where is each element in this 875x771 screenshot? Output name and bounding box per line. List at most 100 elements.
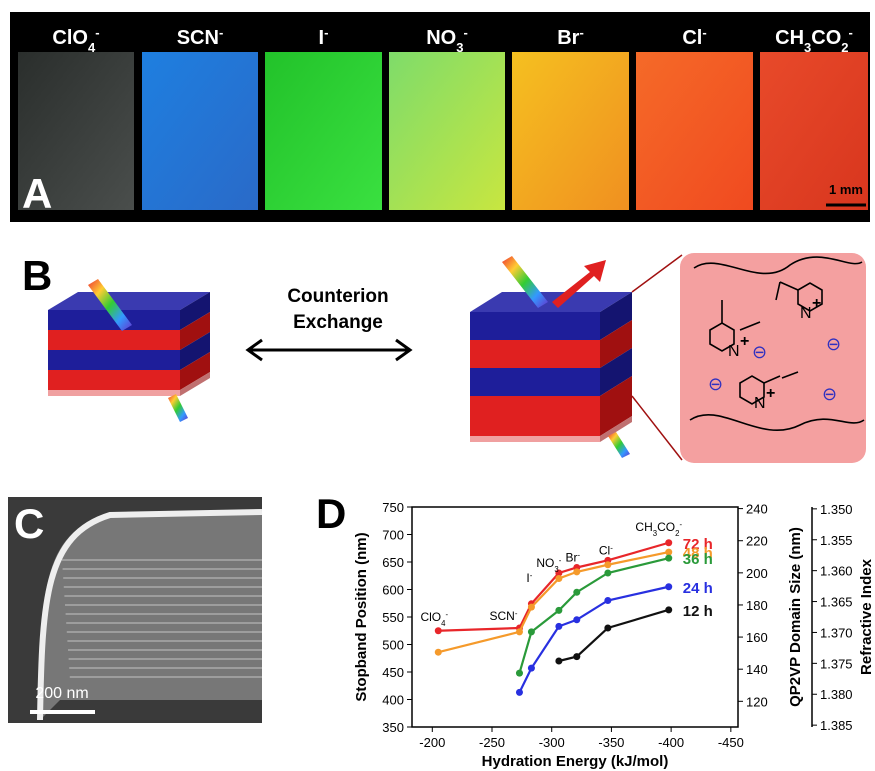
- x-tick-label: -400: [658, 735, 684, 750]
- double-arrow: [248, 340, 410, 360]
- data-point: [435, 649, 442, 656]
- multilayer-stack-large: [470, 255, 682, 460]
- ion-label-part: Br: [565, 551, 577, 565]
- ion-label-part: -: [515, 609, 518, 618]
- ion-label-part: -: [577, 550, 580, 559]
- ion-label-part: Cl: [682, 27, 702, 49]
- ion-label: CH3CO2-: [635, 519, 682, 537]
- counterion-charge: ⊖: [752, 342, 767, 362]
- y3-tick-label: 1.350: [820, 502, 853, 517]
- ion-label-part: -: [324, 25, 328, 40]
- data-point: [555, 607, 562, 614]
- y-tick-label: 750: [382, 500, 404, 515]
- panel-label: A: [22, 170, 52, 217]
- y2-tick-label: 120: [746, 694, 768, 709]
- ion-label-part: 4: [441, 618, 446, 627]
- series-label: 12 h: [683, 603, 713, 620]
- x-tick-label: -250: [479, 735, 505, 750]
- exchange-label: Exchange: [293, 312, 383, 333]
- data-point: [665, 549, 672, 556]
- film-swatch: [389, 52, 505, 210]
- charge-label: +: [740, 333, 749, 350]
- ion-label: Cl-: [599, 543, 613, 558]
- ion-label: ClO4-: [420, 609, 448, 627]
- ion-label-part: -: [610, 543, 613, 552]
- y-axis-title: Stopband Position (nm): [353, 532, 370, 701]
- multilayer-stack-small: [48, 279, 210, 422]
- ion-label-part: -: [445, 609, 448, 618]
- ion-label: NO3-: [536, 556, 561, 574]
- y2-tick-label: 140: [746, 662, 768, 677]
- atom-label: N: [800, 305, 812, 322]
- y-tick-label: 650: [382, 555, 404, 570]
- y-tick-label: 450: [382, 665, 404, 680]
- ion-label-part: CO: [811, 27, 841, 49]
- ion-label-part: 4: [88, 40, 96, 55]
- data-point: [573, 653, 580, 660]
- data-point: [435, 627, 442, 634]
- ion-label-part: CO: [657, 520, 675, 534]
- ion-label-part: 2: [841, 40, 848, 55]
- ion-label-part: SCN: [177, 27, 219, 49]
- data-point: [604, 561, 611, 568]
- y2-tick-label: 200: [746, 566, 768, 581]
- data-point: [604, 570, 611, 577]
- data-point: [555, 658, 562, 665]
- ion-label: SCN-: [177, 25, 224, 50]
- ion-label-part: ClO: [52, 27, 88, 49]
- x-tick-label: -300: [539, 735, 565, 750]
- ion-label-part: Cl: [599, 543, 610, 557]
- counterion-charge: ⊖: [822, 384, 837, 404]
- data-point: [665, 539, 672, 546]
- ion-label: Br-: [565, 550, 580, 565]
- ion-label-part: -: [530, 570, 533, 579]
- ion-label-part: -: [95, 25, 99, 40]
- y2-tick-label: 240: [746, 502, 768, 517]
- series-label: 24 h: [683, 580, 713, 597]
- ion-label-part: 3: [554, 565, 558, 574]
- scale-bar-label: 200 nm: [35, 685, 88, 702]
- y2-tick-label: 180: [746, 598, 768, 613]
- ion-label-part: -: [849, 25, 853, 40]
- data-point: [528, 628, 535, 635]
- y2-axis-title: QP2VP Domain Size (nm): [787, 527, 804, 707]
- data-point: [665, 606, 672, 613]
- charge-label: +: [766, 385, 775, 402]
- ion-label-part: 3: [456, 40, 463, 55]
- x-axis-title: Hydration Energy (kJ/mol): [482, 753, 669, 770]
- ion-label-part: NO: [426, 27, 456, 49]
- data-point: [604, 597, 611, 604]
- y3-tick-label: 1.370: [820, 625, 853, 640]
- charge-label: +: [812, 295, 821, 312]
- y3-tick-label: 1.380: [820, 687, 853, 702]
- data-point: [516, 689, 523, 696]
- panel-label: C: [14, 500, 44, 547]
- data-point: [516, 670, 523, 677]
- scale-bar-label: 1 mm: [829, 182, 863, 197]
- ion-label-part: NO: [536, 556, 554, 570]
- ion-label-part: Br: [557, 27, 579, 49]
- ion-label-part: -: [559, 556, 562, 565]
- data-point: [555, 575, 562, 582]
- ion-label-part: -: [219, 25, 223, 40]
- y3-tick-label: 1.360: [820, 564, 853, 579]
- data-point: [573, 589, 580, 596]
- ion-label-part: -: [579, 25, 583, 40]
- y3-tick-label: 1.365: [820, 595, 853, 610]
- film-swatch: [512, 52, 629, 210]
- y3-tick-label: 1.375: [820, 656, 853, 671]
- zoom-box: [680, 253, 866, 463]
- y3-tick-label: 1.385: [820, 718, 853, 733]
- ion-label-part: 3: [804, 40, 811, 55]
- data-point: [555, 623, 562, 630]
- y-tick-label: 500: [382, 638, 404, 653]
- data-point: [528, 665, 535, 672]
- atom-label: N: [754, 395, 766, 412]
- x-tick-label: -450: [718, 735, 744, 750]
- series-label: 36 h: [683, 551, 713, 568]
- film-swatch: [636, 52, 753, 210]
- y3-axis-title: Refractive Index: [858, 558, 875, 675]
- y-tick-label: 550: [382, 610, 404, 625]
- ion-label-part: -: [463, 25, 467, 40]
- ion-label-part: -: [679, 519, 682, 528]
